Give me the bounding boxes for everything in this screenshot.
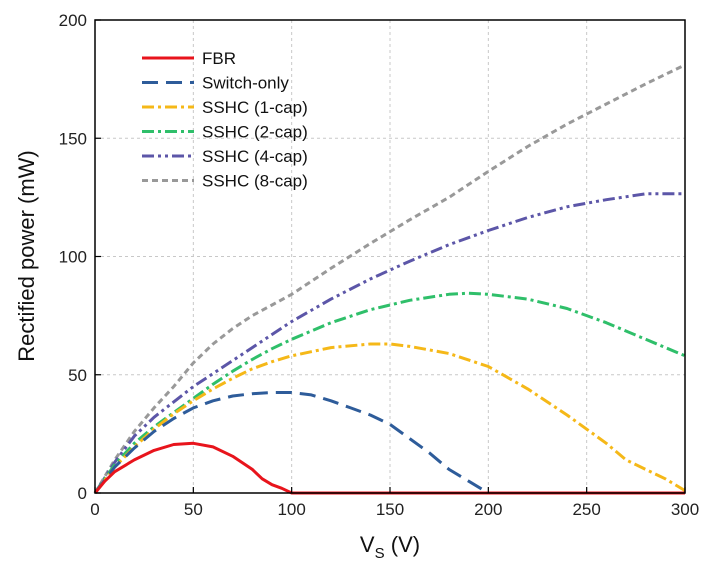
y-tick-label: 100 <box>59 248 87 267</box>
x-tick-label: 250 <box>572 500 600 519</box>
x-axis-title: VS (V) <box>360 532 420 562</box>
x-axis-title-main: V <box>360 532 375 557</box>
x-tick-label: 300 <box>671 500 699 519</box>
legend: FBR Switch-only SSHC (1-cap) SSHC (2-cap) SS… <box>142 49 308 191</box>
series-line-sshc-1-cap <box>93 342 686 494</box>
series-line-switch-only <box>93 391 685 495</box>
grid-lines <box>95 20 685 493</box>
y-tick-label: 150 <box>59 129 87 148</box>
y-tick-label: 50 <box>68 366 87 385</box>
x-tick-label: 150 <box>376 500 404 519</box>
series-line-sshc-4-cap <box>93 192 685 494</box>
y-tick-label: 200 <box>59 11 87 30</box>
series-line-fbr <box>93 441 685 495</box>
axis-ticks: 0 50 100 150 200 250 300 0 50 100 150 200 <box>59 11 700 519</box>
legend-label-switch-only: Switch-only <box>202 74 289 93</box>
y-axis-title: Rectified power (mW) <box>14 150 39 361</box>
legend-label-sshc-4-cap: SSHC (4-cap) <box>202 147 308 166</box>
legend-label-sshc-1-cap: SSHC (1-cap) <box>202 98 308 117</box>
legend-label-fbr: FBR <box>202 49 236 68</box>
x-tick-label: 0 <box>90 500 99 519</box>
x-tick-label: 200 <box>474 500 502 519</box>
legend-label-sshc-2-cap: SSHC (2-cap) <box>202 123 308 142</box>
x-axis-title-unit: (V) <box>385 532 420 557</box>
x-tick-label: 50 <box>184 500 203 519</box>
x-tick-label: 100 <box>277 500 305 519</box>
x-axis-title-subscript: S <box>375 545 385 562</box>
y-tick-label: 0 <box>78 484 87 503</box>
legend-label-sshc-8-cap: SSHC (8-cap) <box>202 172 308 191</box>
series-line-sshc-8-cap <box>93 63 686 494</box>
